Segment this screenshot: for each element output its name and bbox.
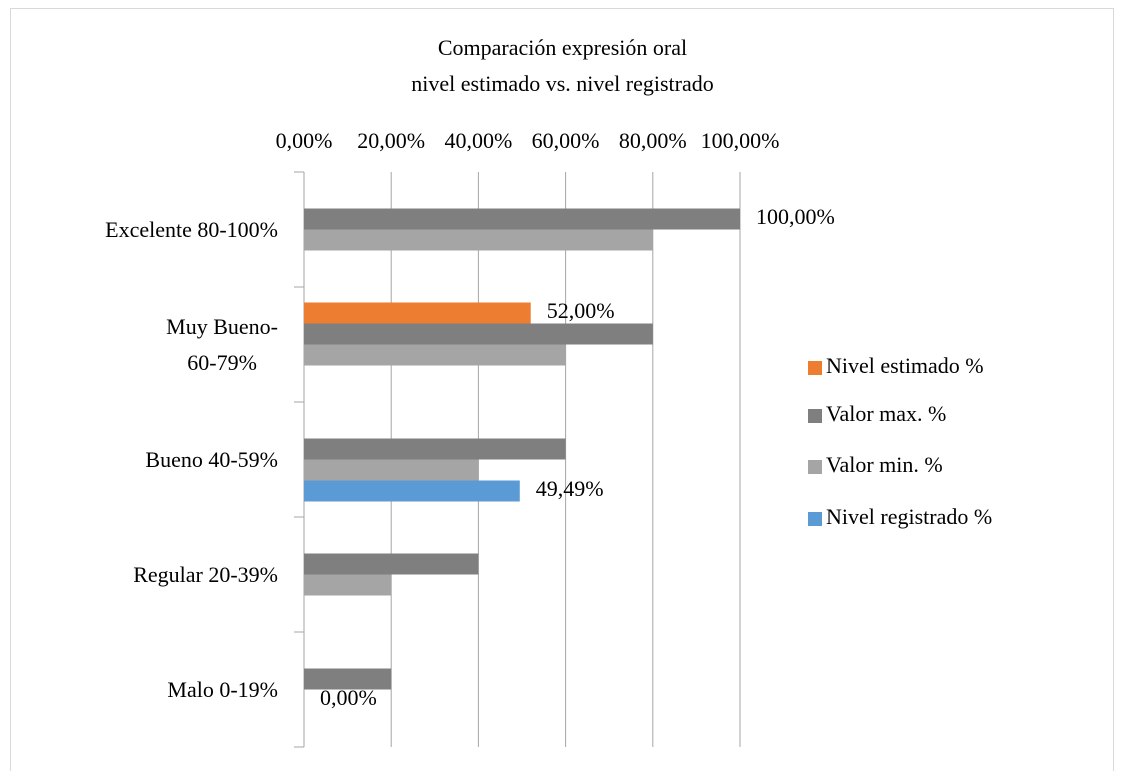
bar: [304, 459, 479, 481]
legend-swatch: [808, 361, 822, 375]
bar: [304, 229, 653, 251]
data-label: 49,49%: [536, 476, 604, 501]
bar: [304, 438, 566, 460]
y-tick-label: Malo 0-19%: [167, 676, 278, 702]
bar: [304, 668, 392, 690]
x-tick-label: 60,00%: [532, 128, 600, 153]
legend-swatch: [808, 409, 822, 423]
bar: [304, 323, 653, 345]
bar: [304, 302, 531, 324]
y-tick-label: Regular 20-39%: [133, 561, 278, 587]
bar: [304, 480, 520, 502]
legend-label: Valor max. %: [826, 401, 946, 426]
chart-title: Comparación expresión oral nivel estimad…: [411, 35, 714, 96]
x-tick-label: 20,00%: [357, 128, 425, 153]
bar: [304, 344, 566, 366]
data-label: 100,00%: [756, 204, 835, 229]
x-tick-label: 0,00%: [276, 128, 333, 153]
bar: [304, 553, 479, 575]
bar: [304, 208, 740, 230]
data-label: 52,00%: [547, 298, 615, 323]
x-tick-label: 80,00%: [619, 128, 687, 153]
x-tick-label: 100,00%: [701, 128, 780, 153]
legend-label: Valor min. %: [826, 452, 943, 477]
y-tick-label: Excelente 80-100%: [105, 216, 278, 242]
y-tick-label: Muy Bueno- 60-79%: [166, 313, 278, 375]
chart-border: [10, 8, 1114, 771]
legend-swatch: [808, 460, 822, 474]
data-label: 0,00%: [320, 685, 377, 710]
legend-swatch: [808, 512, 822, 526]
legend-label: Nivel registrado %: [826, 504, 992, 529]
y-tick-label: Bueno 40-59%: [145, 446, 278, 472]
x-tick-label: 40,00%: [444, 128, 512, 153]
bar: [304, 574, 392, 596]
legend-label: Nivel estimado %: [826, 353, 984, 378]
